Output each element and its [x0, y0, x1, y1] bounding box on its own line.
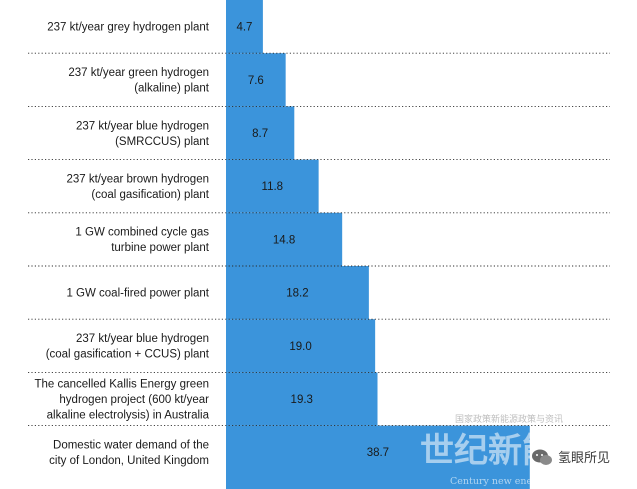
category-label: 237 kt/year blue hydrogen (SMRCCUS) plant	[76, 120, 210, 148]
value-labels: 4.7 7.6 8.7 11.8 14.8 18.2 19.0 19.3 38.7	[236, 22, 389, 460]
category-label: 1 GW combined cycle gas turbine power pla…	[75, 227, 209, 255]
watermark-main-text: 世纪新能源网	[420, 431, 624, 471]
value-label: 19.0	[289, 341, 311, 353]
value-label: 4.7	[236, 22, 252, 34]
category-label: 237 kt/year green hydrogen (alkaline) pla…	[68, 67, 209, 95]
bar-8	[226, 372, 378, 426]
category-label: 237 kt/year brown hydrogen (coal gasifica…	[66, 173, 209, 201]
bar-group	[226, 0, 530, 489]
watermark-account-text: 氢眼所见	[558, 450, 610, 465]
bar-6	[226, 266, 369, 320]
bar-1	[226, 0, 263, 54]
wechat-icon	[532, 449, 552, 465]
watermark: 国家政策新能源政策与资讯 世纪新能源网 Century new energy n…	[420, 413, 624, 487]
watermark-top-text: 国家政策新能源政策与资讯	[455, 413, 563, 424]
category-label: 237 kt/year grey hydrogen plant	[47, 22, 210, 34]
category-label: Domestic water demand of the city of Lond…	[49, 439, 209, 467]
bar-2	[226, 53, 286, 107]
category-labels: 237 kt/year grey hydrogen plant 237 kt/ye…	[34, 22, 209, 467]
bar-4	[226, 159, 319, 213]
value-label: 38.7	[367, 447, 389, 459]
value-label: 14.8	[273, 234, 295, 246]
category-label: The cancelled Kallis Energy green hydroge…	[34, 379, 209, 422]
bar-9	[226, 425, 530, 489]
value-label: 19.3	[291, 394, 313, 406]
bar-5	[226, 212, 343, 266]
category-label: 237 kt/year blue hydrogen (coal gasificat…	[46, 333, 210, 361]
value-label: 8.7	[252, 128, 268, 140]
bar-3	[226, 106, 295, 160]
bar-7	[226, 319, 376, 373]
category-label: 1 GW coal-fired power plant	[66, 288, 209, 300]
value-label: 18.2	[286, 288, 308, 300]
value-label: 7.6	[248, 75, 264, 87]
value-label: 11.8	[262, 181, 284, 193]
watermark-sub-text: Century new energy network	[450, 476, 591, 487]
